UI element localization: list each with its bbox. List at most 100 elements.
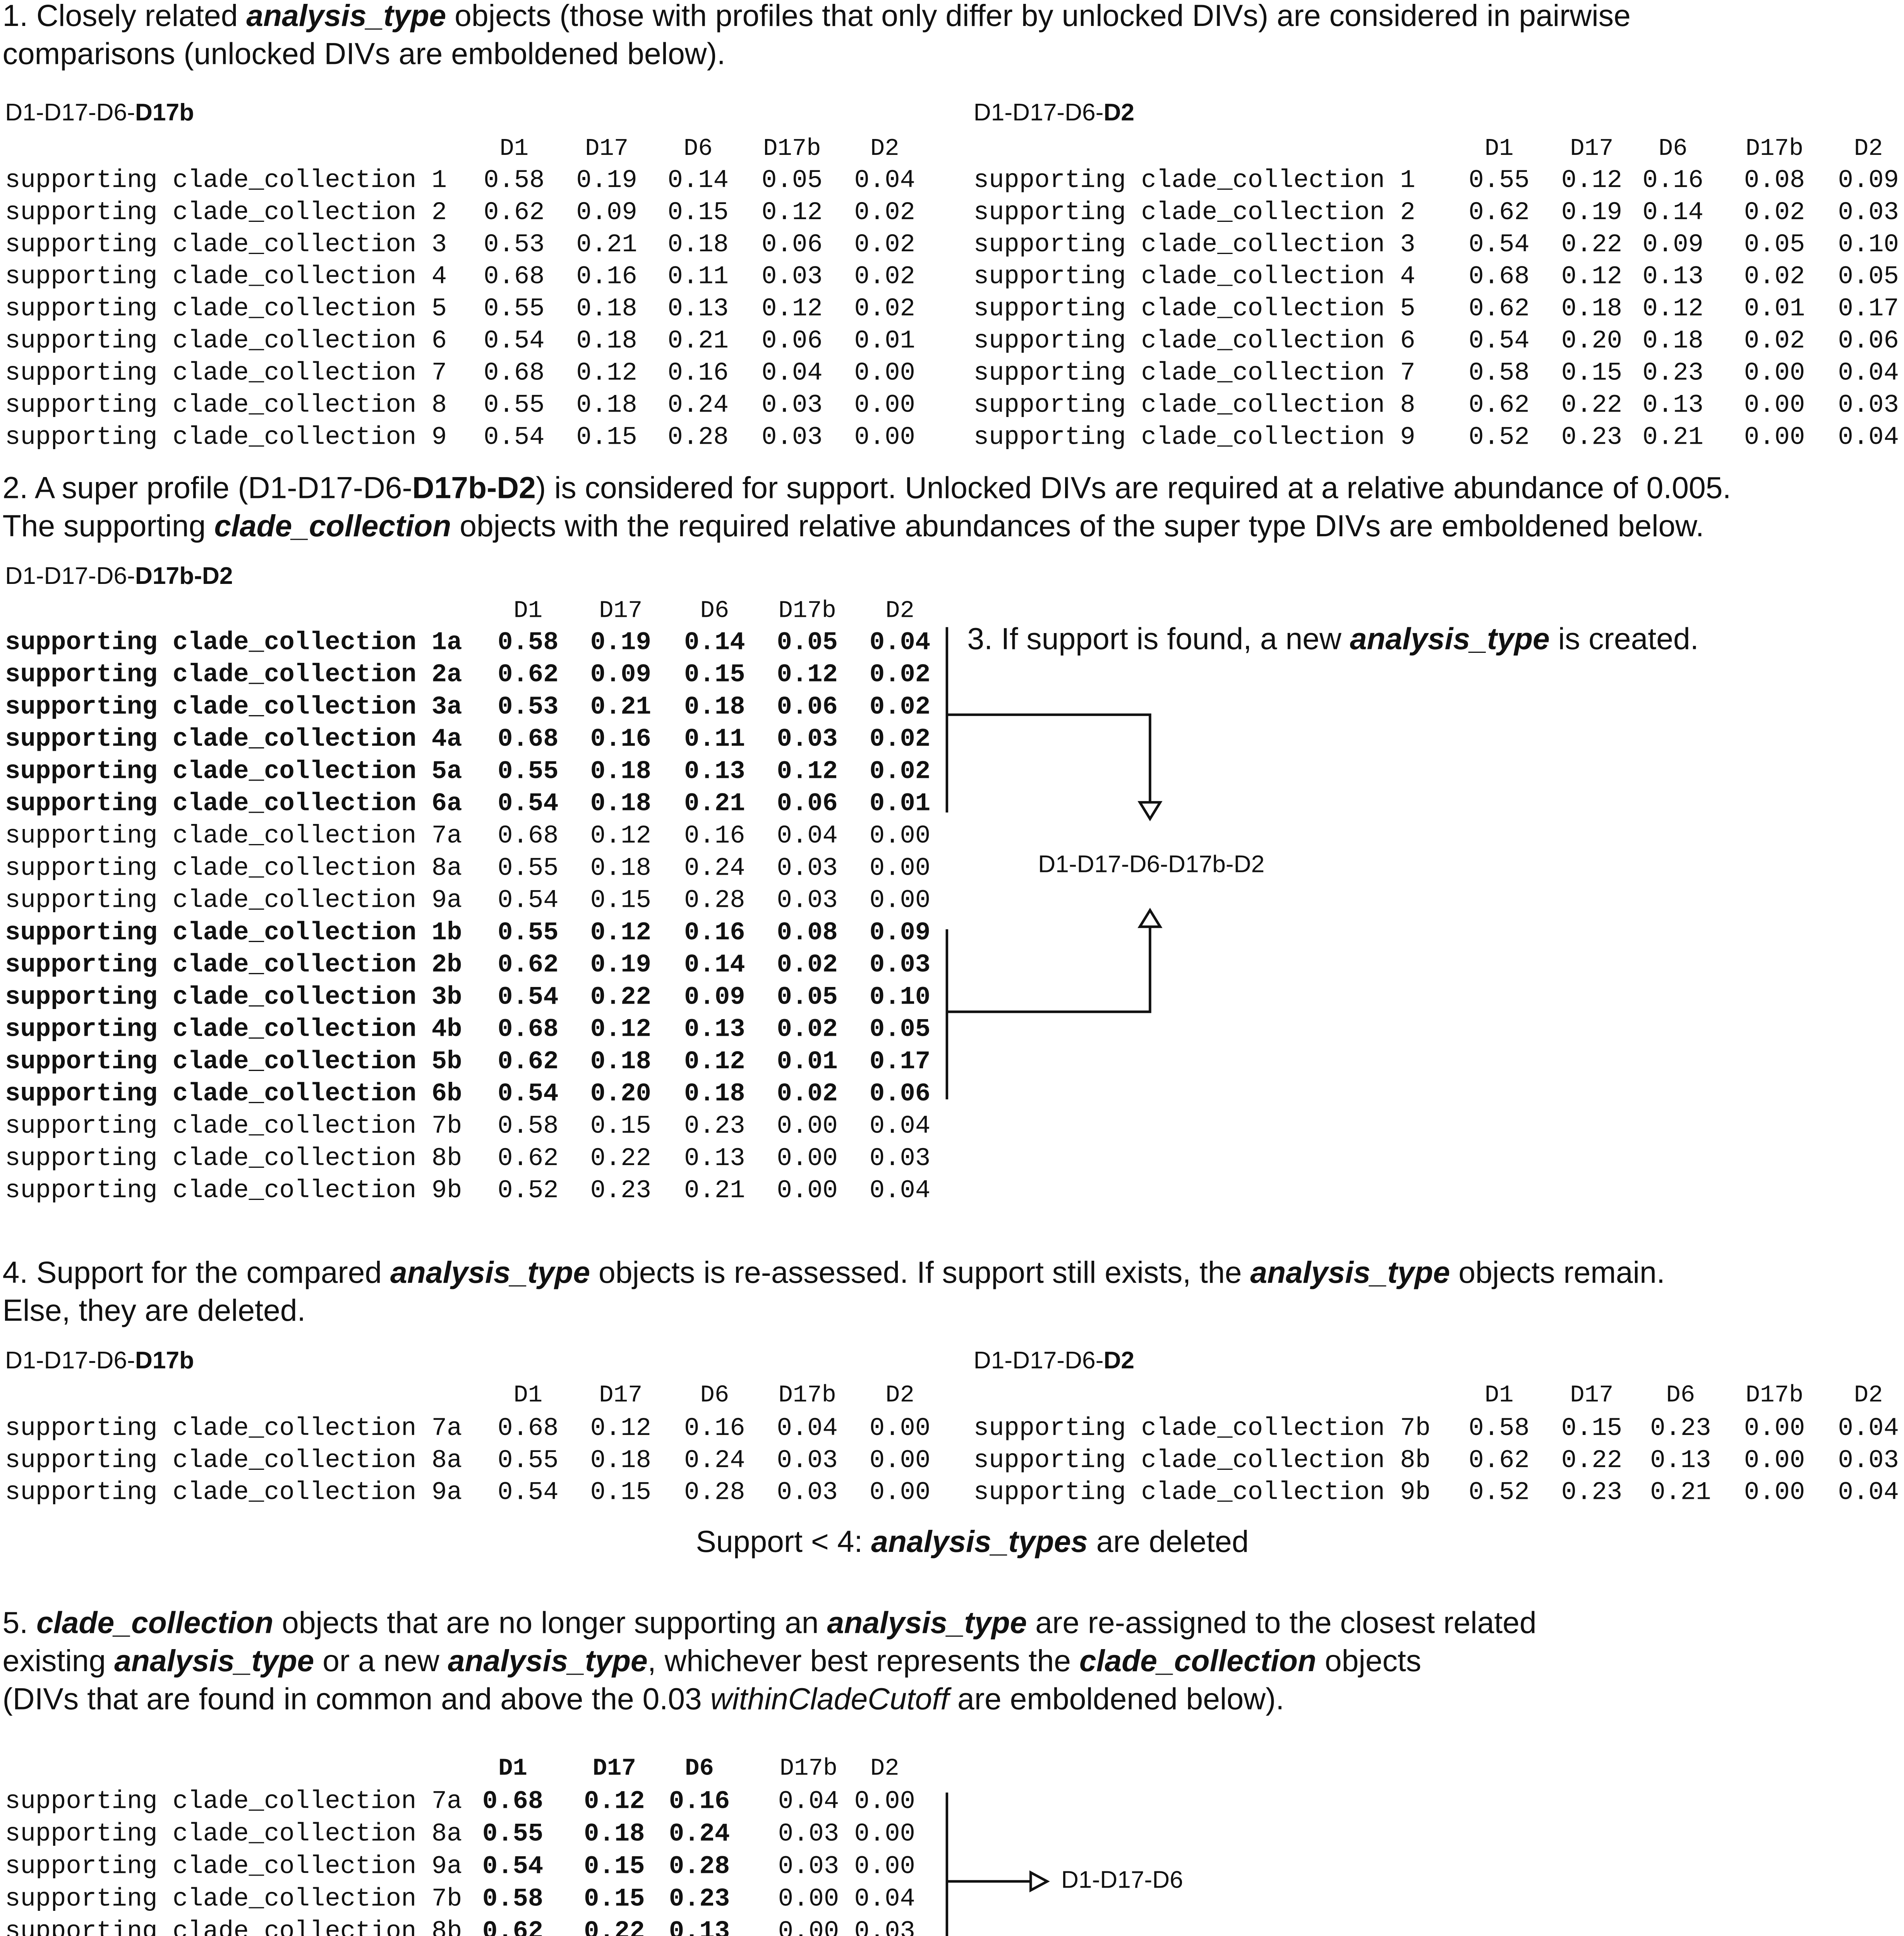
cell: 0.17 (870, 1047, 930, 1076)
row-label: supporting clade_collection 4 (974, 262, 1415, 291)
cell: 0.22 (1561, 391, 1622, 420)
text-line: existing analysis_type or a new analysis… (3, 1644, 1422, 1678)
cell: 0.03 (777, 724, 838, 753)
cell: 0.24 (684, 1446, 745, 1475)
cell: 0.58 (497, 628, 558, 657)
emphasis-segment: analysis_type (448, 1644, 648, 1678)
column-header: D6 (700, 597, 729, 624)
column-header: D2 (1854, 1382, 1883, 1409)
cell: 0.04 (1838, 359, 1899, 388)
text-line: The supporting clade_collection objects … (3, 509, 1704, 543)
cell: 0.00 (777, 1176, 838, 1205)
cell: 0.01 (777, 1047, 838, 1076)
text-line: (DIVs that are found in common and above… (3, 1682, 1285, 1716)
cell: 0.21 (668, 326, 729, 355)
row-label: supporting clade_collection 1b (5, 918, 462, 947)
cell: 0.68 (497, 1015, 558, 1044)
cell: 0.02 (1744, 198, 1805, 227)
row-label: supporting clade_collection 4 (5, 262, 447, 291)
column-header: D6 (684, 135, 713, 162)
text-segment: 3. If support is found, a new (967, 621, 1350, 656)
cell: 0.15 (584, 1885, 645, 1914)
cell: 0.04 (1838, 1414, 1899, 1443)
cell: 0.54 (484, 422, 544, 451)
cell: 0.18 (584, 1819, 645, 1848)
cell: 0.13 (684, 757, 745, 786)
cell: 0.12 (1561, 262, 1622, 291)
cell: 0.09 (1643, 230, 1703, 259)
reassigned-type-label: D1-D17-D6 (1061, 1866, 1183, 1893)
column-header: D2 (885, 1382, 914, 1409)
row-label: supporting clade_collection 5b (5, 1047, 462, 1076)
cell: 0.55 (1468, 166, 1529, 195)
cell: 0.03 (778, 1852, 839, 1881)
row-label: supporting clade_collection 6 (974, 326, 1415, 355)
cell: 0.04 (762, 359, 822, 388)
cell: 0.10 (870, 982, 930, 1011)
column-header: D1 (514, 1382, 543, 1409)
emphasis-segment: D17b-D2 (412, 470, 536, 505)
cell: 0.00 (1744, 359, 1805, 388)
cell: 0.54 (1468, 326, 1529, 355)
row-label: supporting clade_collection 9b (974, 1478, 1431, 1507)
cell: 0.14 (684, 628, 745, 657)
column-header: D1 (1485, 1382, 1514, 1409)
cell: 0.17 (1838, 294, 1899, 323)
column-header: D1 (514, 597, 543, 624)
cell: 0.15 (590, 1111, 651, 1140)
cell: 0.23 (590, 1176, 651, 1205)
cell: 0.14 (684, 950, 745, 979)
cell: 0.00 (870, 1478, 930, 1507)
cell: 0.55 (497, 1446, 558, 1475)
emphasis-segment: D17b (135, 100, 194, 126)
column-header: D2 (885, 597, 914, 624)
cell: 0.00 (870, 886, 930, 915)
cell: 0.24 (669, 1819, 730, 1848)
emphasis-segment: clade_collection (214, 509, 451, 543)
cell: 0.08 (1744, 166, 1805, 195)
emphasis-segment: analysis_type (827, 1605, 1027, 1639)
cell: 0.08 (777, 918, 838, 947)
cell: 0.09 (576, 198, 637, 227)
cell: 0.18 (1643, 326, 1703, 355)
cell: 0.15 (1561, 359, 1622, 388)
row-label: supporting clade_collection 4a (5, 724, 462, 753)
column-header: D6 (1659, 135, 1688, 162)
row-label: supporting clade_collection 1a (5, 628, 462, 657)
cell: 0.12 (762, 294, 822, 323)
text-line: D1-D17-D6-D17b-D2 (5, 563, 233, 589)
cell: 0.18 (590, 1047, 651, 1076)
cell: 0.18 (576, 294, 637, 323)
emphasis-segment: D2 (1103, 1347, 1134, 1374)
cell: 0.02 (870, 757, 930, 786)
cell: 0.04 (777, 1414, 838, 1443)
cell: 0.02 (1744, 326, 1805, 355)
cell: 0.23 (1561, 1478, 1622, 1507)
row-label: supporting clade_collection 1 (5, 166, 447, 195)
cell: 0.18 (1561, 294, 1622, 323)
text-segment: is created. (1550, 621, 1699, 656)
text-segment: are re-assigned to the closest related (1027, 1605, 1536, 1639)
column-header: D17b (1746, 1382, 1804, 1409)
cell: 0.13 (684, 1015, 745, 1044)
cell: 0.00 (854, 359, 915, 388)
emphasis-segment: D17b (135, 1347, 194, 1374)
text-segment: , whichever best represents the (648, 1644, 1079, 1678)
cell: 0.18 (590, 757, 651, 786)
cell: 0.16 (684, 918, 745, 947)
cell: 0.18 (684, 692, 745, 721)
cell: 0.02 (777, 1015, 838, 1044)
cell: 0.11 (668, 262, 729, 291)
cell: 0.23 (1643, 359, 1703, 388)
cell: 0.54 (482, 1852, 543, 1881)
cell: 0.00 (1744, 1414, 1805, 1443)
cell: 0.13 (684, 1144, 745, 1173)
cell: 0.62 (1468, 391, 1529, 420)
emphasis-segment: analysis_type (114, 1644, 314, 1678)
emphasis-segment: clade_collection (1079, 1644, 1316, 1678)
cell: 0.15 (590, 886, 651, 915)
cell: 0.16 (576, 262, 637, 291)
cell: 0.12 (684, 1047, 745, 1076)
cell: 0.00 (854, 422, 915, 451)
